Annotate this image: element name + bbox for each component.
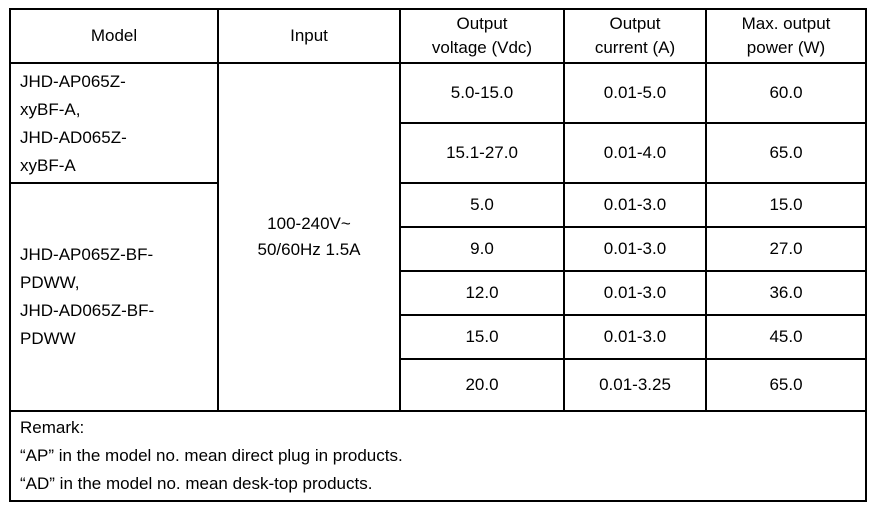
header-max-output-power: Max. output power (W): [705, 8, 867, 64]
current-cell-4: 0.01-3.0: [563, 226, 707, 272]
current-cell-3: 0.01-3.0: [563, 182, 707, 228]
header-model-label: Model: [90, 26, 138, 45]
header-row: Model Input Output voltage (Vdc) Output …: [9, 8, 867, 64]
header-output-voltage: Output voltage (Vdc): [399, 8, 565, 64]
remark-cell: Remark: “AP” in the model no. mean direc…: [9, 410, 867, 502]
header-input: Input: [217, 8, 401, 64]
power-cell-1: 60.0: [705, 62, 867, 124]
header-model: Model: [9, 8, 219, 64]
current-cell-7: 0.01-3.25: [563, 358, 707, 412]
input-cell: 100-240V~ 50/60Hz 1.5A: [217, 62, 401, 412]
header-output-current: Output current (A): [563, 8, 707, 64]
power-cell-7: 65.0: [705, 358, 867, 412]
remark-line-ad: “AD” in the model no. mean desk-top prod…: [20, 474, 373, 493]
current-cell-5: 0.01-3.0: [563, 270, 707, 316]
power-cell-5: 36.0: [705, 270, 867, 316]
model-cell-group1: JHD-AP065Z- xyBF-A, JHD-AD065Z- xyBF-A: [9, 62, 219, 184]
voltage-cell-1: 5.0-15.0: [399, 62, 565, 124]
current-cell-2: 0.01-4.0: [563, 122, 707, 184]
voltage-cell-5: 12.0: [399, 270, 565, 316]
power-spec-table: Model Input Output voltage (Vdc) Output …: [9, 8, 867, 502]
remark-line-ap: “AP” in the model no. mean direct plug i…: [20, 446, 403, 465]
table-row-2: 15.1-27.0 0.01-4.0 65.0: [10, 122, 867, 184]
voltage-cell-2: 15.1-27.0: [399, 122, 565, 184]
voltage-cell-4: 9.0: [399, 226, 565, 272]
voltage-cell-7: 20.0: [399, 358, 565, 412]
current-cell-1: 0.01-5.0: [563, 62, 707, 124]
table-row-3: JHD-AP065Z-BF- PDWW, JHD-AD065Z-BF- PDWW…: [9, 182, 867, 412]
table-row-7: 20.0 0.01-3.25 65.0: [10, 358, 867, 412]
power-cell-2: 65.0: [705, 122, 867, 184]
power-cell-3: 15.0: [705, 182, 867, 228]
table-row-5: 12.0 0.01-3.0 36.0: [10, 270, 867, 316]
power-cell-4: 27.0: [705, 226, 867, 272]
remark-row: Remark: “AP” in the model no. mean direc…: [9, 410, 867, 502]
remark-title: Remark:: [20, 418, 85, 437]
voltage-cell-6: 15.0: [399, 314, 565, 360]
table-row-6: 15.0 0.01-3.0 45.0: [10, 314, 867, 360]
voltage-cell-3: 5.0: [399, 182, 565, 228]
header-input-label: Input: [290, 26, 328, 45]
table-row-1: JHD-AP065Z- xyBF-A, JHD-AD065Z- xyBF-A 1…: [9, 62, 867, 412]
model-cell-group2: JHD-AP065Z-BF- PDWW, JHD-AD065Z-BF- PDWW: [9, 182, 219, 412]
power-cell-6: 45.0: [705, 314, 867, 360]
table-row-4: 9.0 0.01-3.0 27.0: [10, 226, 867, 272]
current-cell-6: 0.01-3.0: [563, 314, 707, 360]
